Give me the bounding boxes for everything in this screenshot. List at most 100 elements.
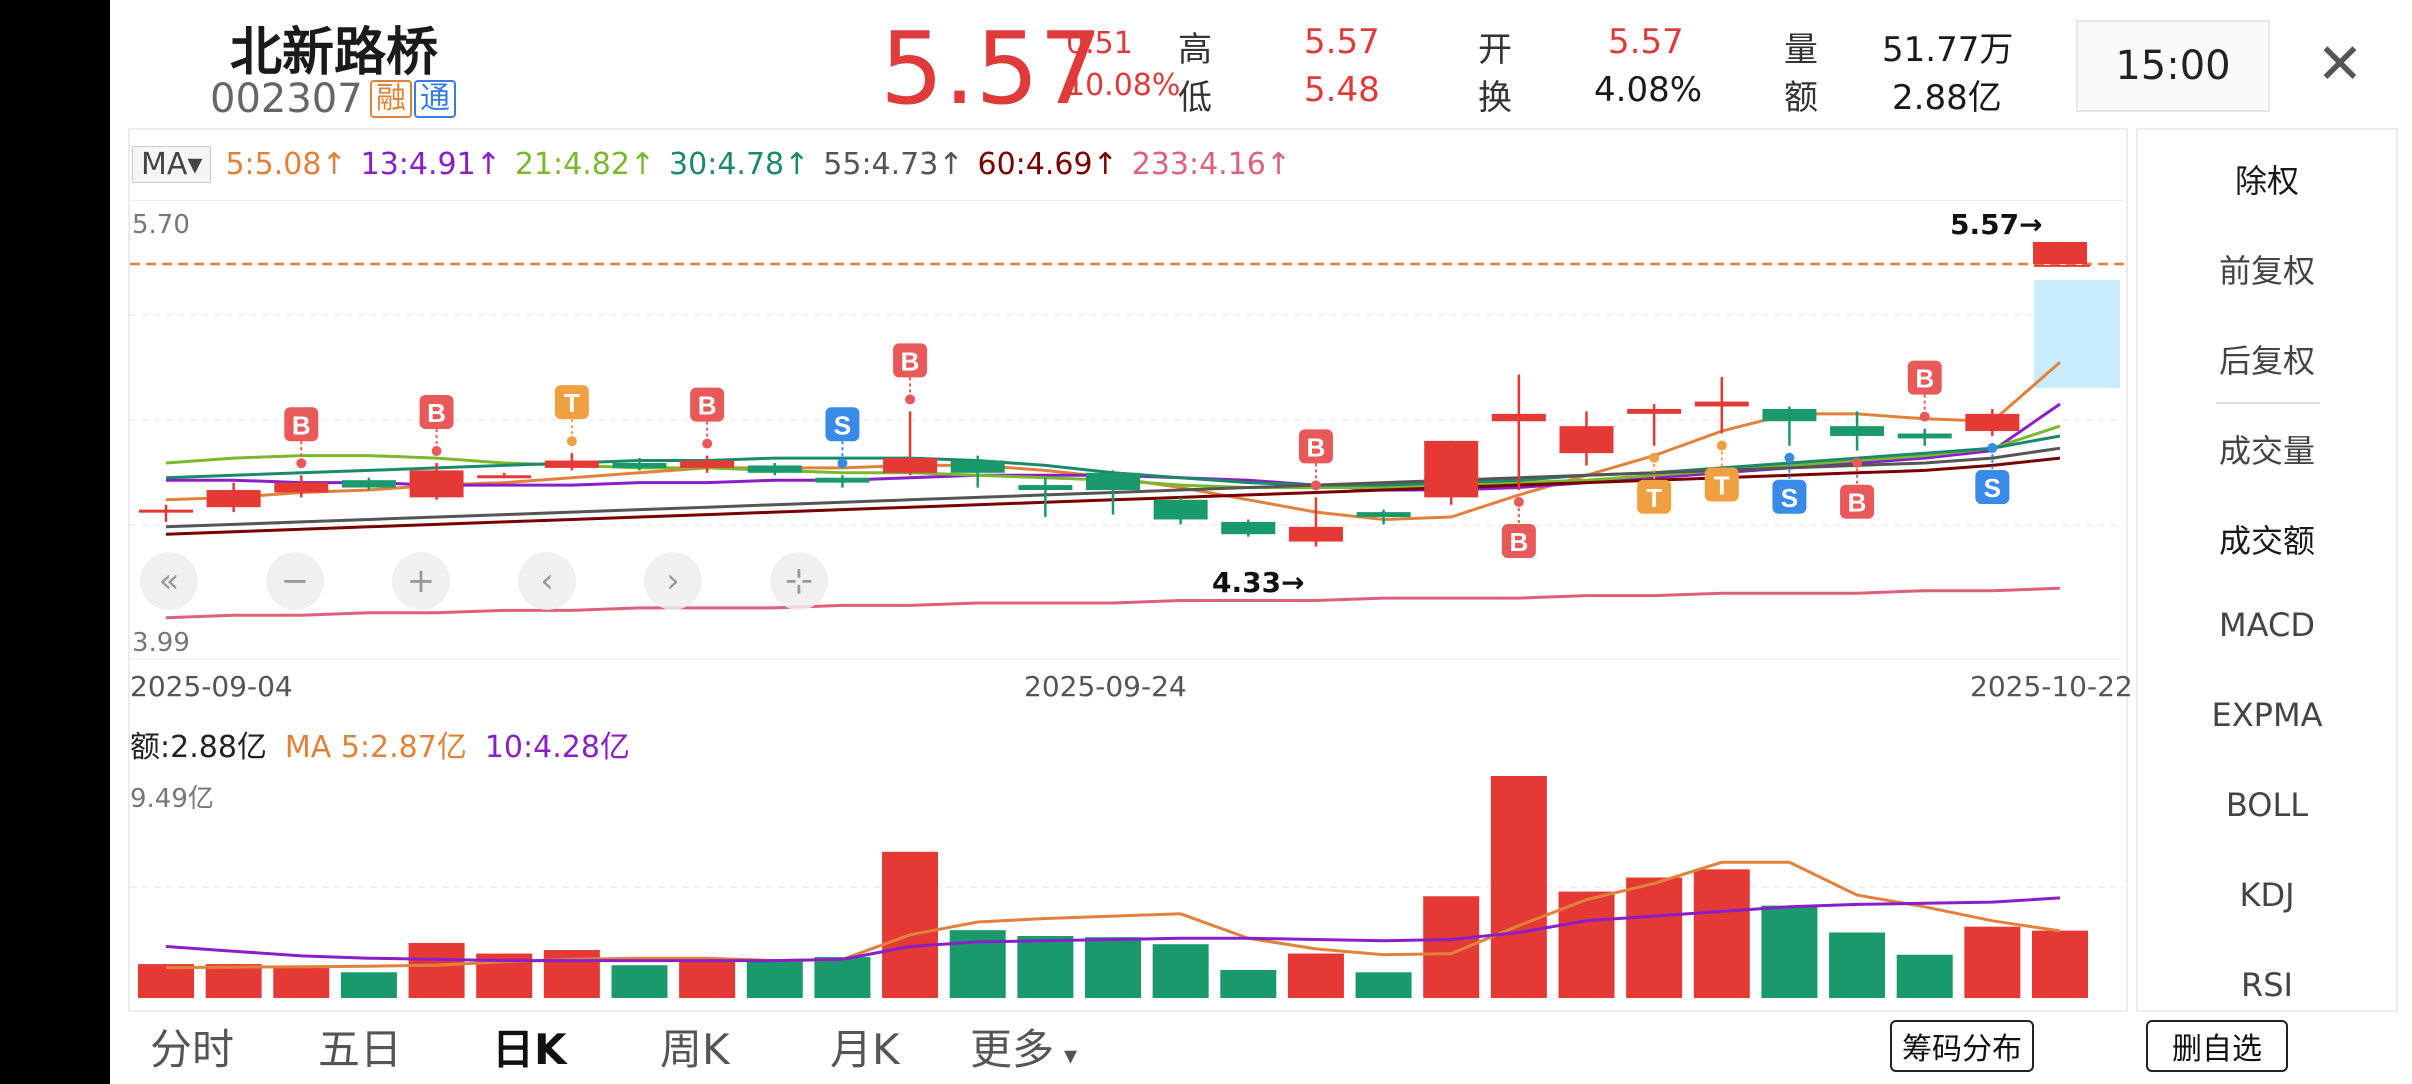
signal-badge: [893, 343, 928, 378]
volume-bar: [1626, 877, 1683, 998]
menu-amount[interactable]: 成交额: [2218, 522, 2315, 560]
candle-body: [883, 458, 938, 473]
indicator-menu: 除权 前复权 后复权 成交量 成交额 MACD EXPMA BOLL KDJ R…: [2136, 128, 2398, 1012]
candle: [1627, 404, 1682, 446]
tab-daily-k[interactable]: 日K: [492, 1025, 567, 1074]
signal-badge: [419, 394, 454, 429]
volume-bar: [1693, 869, 1750, 998]
tab-more[interactable]: 更多 ▾: [970, 1016, 1077, 1077]
candle: [747, 462, 802, 476]
high-price-marker: 5.57→: [1950, 208, 2043, 241]
candle-body: [477, 475, 532, 479]
candle-body: [1830, 426, 1885, 436]
menu-boll[interactable]: BOLL: [2225, 786, 2309, 824]
volume-chart[interactable]: [130, 774, 2124, 1000]
volume-bar: [1017, 936, 1074, 998]
signal-dot: [1649, 452, 1660, 463]
ma-dropdown-button[interactable]: MA▾: [132, 146, 212, 183]
signal-marker-b: B: [1298, 429, 1333, 491]
signal-marker-t: T: [1637, 452, 1672, 514]
candle-body: [206, 490, 261, 508]
volume-bar: [611, 965, 668, 998]
scroll-right-button[interactable]: ›: [644, 552, 702, 610]
menu-ex-rights[interactable]: 除权: [2234, 162, 2299, 200]
menu-rsi[interactable]: RSI: [2241, 966, 2293, 1004]
candle: [1356, 509, 1411, 525]
menu-macd[interactable]: MACD: [2219, 606, 2315, 644]
quote-value-turnover: 4.08%: [1594, 70, 1703, 110]
candle: [1086, 470, 1140, 515]
quote-value-low: 5.48: [1304, 70, 1380, 110]
signal-marker-b: B: [1501, 497, 1536, 558]
remove-watchlist-button[interactable]: 删自选: [2146, 1020, 2288, 1072]
volume-bar: [1152, 944, 1209, 998]
candle: [1288, 497, 1343, 547]
ma-21: 21:4.82↑: [514, 147, 656, 182]
signal-dot: [431, 445, 442, 456]
volume-bar: [1490, 776, 1547, 998]
volume-bar: [408, 943, 465, 998]
candle-body: [747, 465, 802, 473]
candle-body: [1424, 440, 1479, 498]
menu-expma[interactable]: EXPMA: [2211, 696, 2323, 734]
ma-indicator-bar: MA▾ 5:5.08↑ 13:4.91↑ 21:4.82↑ 30:4.78↑ 55:4.7…: [132, 146, 1305, 183]
signal-label: B: [901, 346, 920, 376]
signal-label: B: [292, 410, 311, 440]
candle: [1153, 497, 1208, 525]
signal-badge: [1840, 484, 1875, 519]
candle-body: [950, 460, 1005, 473]
volume-ma5: MA 5:2.87亿: [284, 730, 467, 765]
close-icon[interactable]: ✕: [2316, 31, 2364, 97]
zoom-in-button[interactable]: +: [392, 552, 450, 610]
signal-badge: [1298, 429, 1333, 464]
signal-marker-b: B: [419, 394, 454, 456]
zoom-out-button[interactable]: −: [266, 552, 324, 610]
time-button[interactable]: 15:00: [2076, 20, 2270, 112]
signal-label: B: [427, 398, 446, 428]
signal-marker-b: B: [284, 407, 319, 469]
volume-bar: [1355, 972, 1412, 998]
menu-volume[interactable]: 成交量: [2218, 432, 2315, 470]
reset-zoom-button[interactable]: ⊹: [770, 552, 828, 610]
candle-body: [815, 477, 870, 483]
candle-body: [680, 460, 735, 468]
candle: [206, 482, 261, 513]
tab-monthly-k[interactable]: 月K: [830, 1025, 900, 1074]
candlestick-chart[interactable]: B B T B S B B B T T S B B S: [130, 200, 2124, 660]
signal-badge: [1704, 467, 1739, 502]
signal-badge: [1637, 479, 1672, 514]
volume-bar: [1761, 905, 1818, 998]
volume-bar: [882, 851, 939, 998]
candle-body: [1018, 485, 1073, 490]
candle-body: [2033, 241, 2087, 265]
volume-bar: [1085, 937, 1141, 998]
tab-five-day[interactable]: 五日: [318, 1025, 403, 1074]
volume-ma10-line: [165, 896, 2061, 963]
candle-body: [409, 470, 464, 498]
date-mid: 2025-09-24: [1024, 670, 1187, 703]
chip-distribution-button[interactable]: 筹码分布: [1890, 1020, 2034, 1072]
candle: [544, 453, 599, 471]
menu-backward-adjust[interactable]: 后复权: [2218, 342, 2315, 380]
candle: [1018, 477, 1073, 518]
signal-marker-b: B: [690, 387, 725, 449]
menu-forward-adjust[interactable]: 前复权: [2218, 252, 2315, 290]
signal-label: B: [1307, 432, 1326, 462]
tab-weekly-k[interactable]: 周K: [660, 1025, 730, 1074]
candle-body: [274, 482, 329, 493]
menu-kdj[interactable]: KDJ: [2239, 876, 2295, 914]
candle-body: [1694, 401, 1749, 407]
candle: [950, 455, 1005, 488]
tab-intraday[interactable]: 分时: [150, 1025, 235, 1074]
signal-marker-b: B: [1840, 457, 1875, 519]
chart-panel: [128, 128, 2128, 1012]
scroll-left-button[interactable]: ‹: [518, 552, 576, 610]
ma-60: 60:4.69↑: [977, 147, 1118, 182]
signal-marker-b: B: [1907, 360, 1942, 422]
price-axis-top: 5.70: [132, 210, 190, 240]
jump-start-button[interactable]: «: [140, 552, 198, 610]
candle-body: [1356, 512, 1411, 518]
volume-bar: [205, 964, 262, 998]
current-price: 5.57: [880, 10, 1103, 127]
candle: [883, 411, 938, 476]
